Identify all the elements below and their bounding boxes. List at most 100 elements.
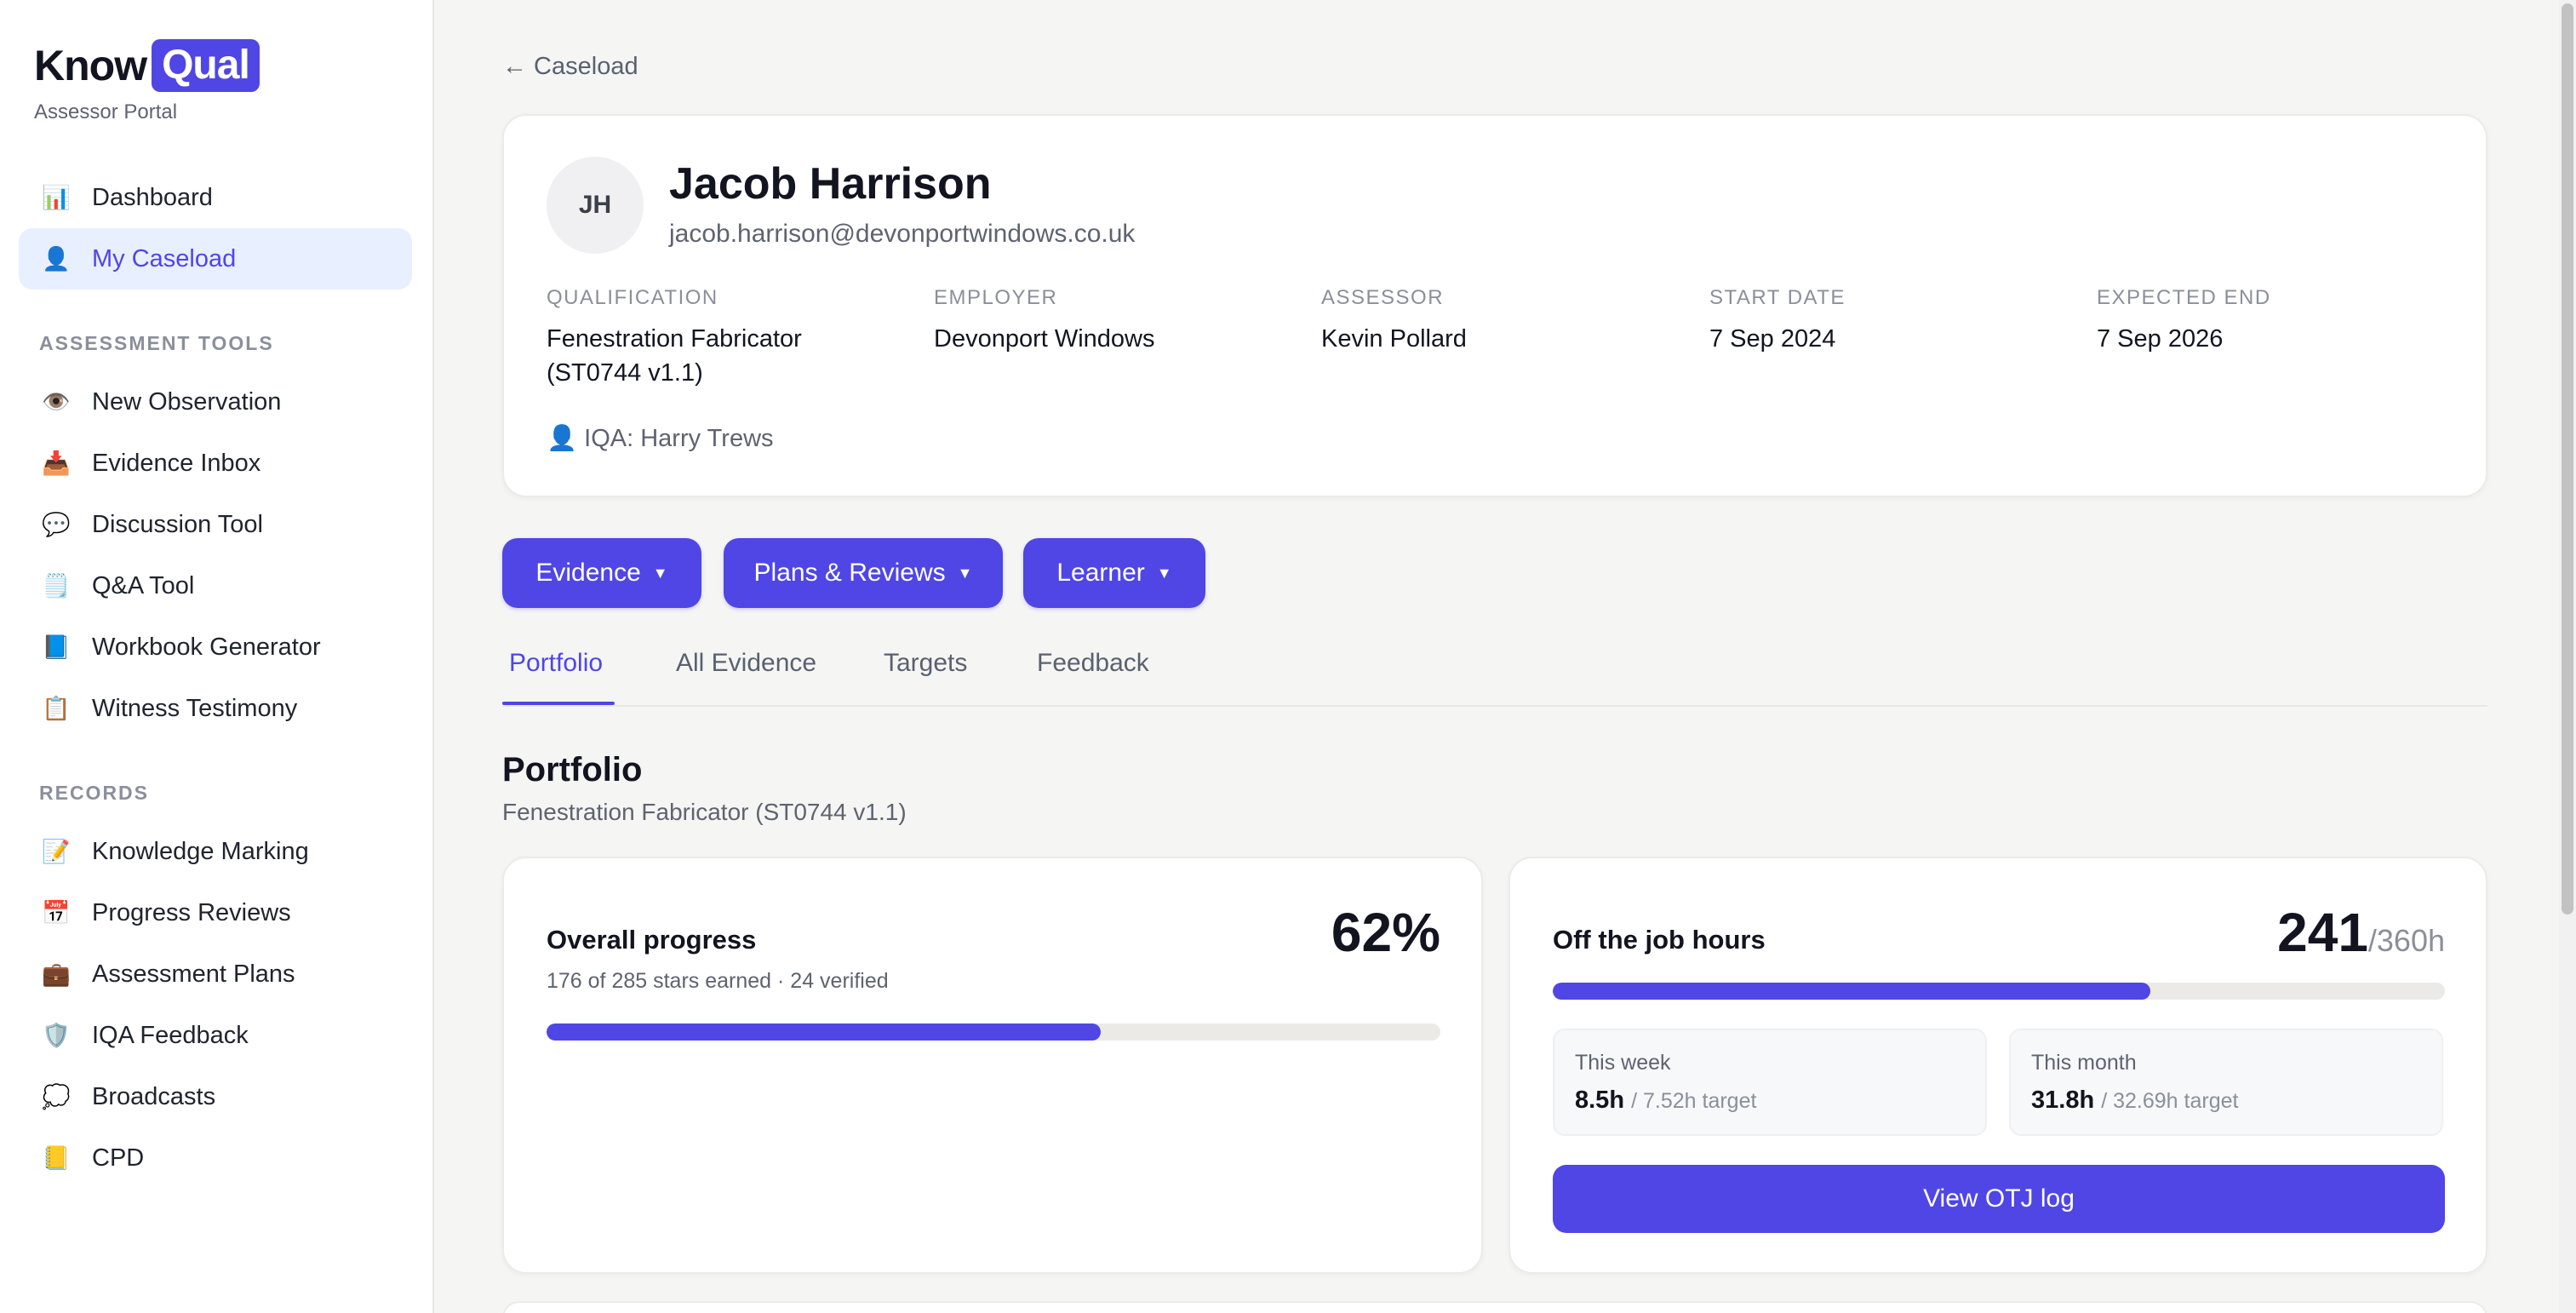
sidebar-item-dashboard[interactable]: 📊 Dashboard [19,167,412,228]
sidebar-item-label: Q&A Tool [92,571,195,599]
sidebar-item-label: IQA Feedback [92,1021,249,1049]
caret-down-icon: ▼ [1156,564,1172,582]
sidebar-item-label: Assessment Plans [92,960,295,988]
briefcase-icon: 💼 [42,961,71,987]
meta-expected-end: EXPECTED END 7 Sep 2026 [2097,286,2437,356]
learner-name: Jacob Harrison [669,159,992,209]
meta-qualification: QUALIFICATION Fenestration Fabricator (S… [547,286,887,390]
sidebar-item-witness-testimony[interactable]: 📋 Witness Testimony [19,678,412,739]
learner-profile-card: JH Jacob Harrison jacob.harrison@devonpo… [502,114,2487,497]
sidebar-item-assessment-plans[interactable]: 💼 Assessment Plans [19,943,412,1005]
sidebar-item-my-caseload[interactable]: 👤 My Caseload [19,228,412,290]
meta-value: Kevin Pollard [1321,325,1467,353]
sidebar-item-evidence-inbox[interactable]: 📥 Evidence Inbox [19,433,412,494]
meta-value: Fenestration Fabricator (ST0744 v1.1) [547,325,802,387]
meta-label: QUALIFICATION [547,286,718,309]
sidebar-item-label: Broadcasts [92,1082,216,1110]
plans-reviews-dropdown-label: Plans & Reviews [753,559,946,587]
meta-label: START DATE [1709,286,1846,309]
sidebar-item-label: My Caseload [92,244,237,272]
sidebar-item-cpd[interactable]: 📒 CPD [19,1127,412,1189]
sidebar-item-knowledge-marking[interactable]: 📝 Knowledge Marking [19,821,412,882]
meta-assessor: ASSESSOR Kevin Pollard [1321,286,1662,356]
meta-start-date: START DATE 7 Sep 2024 [1709,286,2050,356]
sidebar-item-new-observation[interactable]: 👁️ New Observation [19,371,412,433]
brand-logo[interactable]: Know Qual [34,39,260,92]
stat-label: This week [1575,1051,1671,1075]
scrollbar-thumb[interactable] [2562,3,2573,915]
active-tab-indicator [502,702,615,705]
next-section-card [502,1301,2487,1313]
notebook-icon: 📒 [42,1145,71,1171]
view-otj-log-button[interactable]: View OTJ log [1553,1165,2445,1233]
sidebar-section-records: RECORDS [39,782,150,804]
stat-value: 8.5h / 7.52h target [1575,1087,1756,1115]
otj-this-week-box: This week 8.5h / 7.52h target [1553,1029,1987,1136]
sidebar-item-label: Witness Testimony [92,694,298,722]
evidence-dropdown-button[interactable]: Evidence ▼ [502,538,701,608]
tab-all-evidence[interactable]: All Evidence [676,649,817,677]
progress-bar-fill [547,1023,1101,1041]
sidebar-item-label: Workbook Generator [92,633,321,661]
brand-name-part1: Know [34,42,147,89]
tab-portfolio[interactable]: Portfolio [509,649,604,677]
meta-employer: EMPLOYER Devonport Windows [934,286,1274,356]
sidebar-item-label: Dashboard [92,183,213,211]
thought-bubble-icon: 💭 [42,1084,71,1109]
tab-feedback[interactable]: Feedback [1037,649,1149,677]
otj-title: Off the job hours [1553,925,1766,955]
bar-chart-icon: 📊 [42,185,71,210]
plans-reviews-dropdown-button[interactable]: Plans & Reviews ▼ [724,538,1003,608]
blue-book-icon: 📘 [42,634,71,660]
this-month-target: / 32.69h target [2101,1089,2239,1113]
otj-hours-value: 241 [2277,902,2368,963]
progress-summary: 176 of 285 stars earned · 24 verified [547,969,889,993]
learner-email: jacob.harrison@devonportwindows.co.uk [669,220,1136,248]
avatar: JH [547,157,644,254]
overall-progress-card: Overall progress 62% 176 of 285 stars ea… [502,857,1483,1274]
iqa-assignee: 👤 IQA: Harry Trews [547,425,774,452]
sidebar: Know Qual Assessor Portal 📊 Dashboard 👤 … [0,0,434,1313]
learner-dropdown-label: Learner [1056,559,1145,587]
stat-label: This month [2031,1051,2137,1075]
inbox-tray-icon: 📥 [42,450,71,476]
sidebar-item-qa-tool[interactable]: 🗒️ Q&A Tool [19,555,412,616]
otj-hours-card: Off the job hours 241/360h This week 8.5… [1508,857,2487,1274]
meta-value: 7 Sep 2026 [2097,325,2224,353]
this-week-target: / 7.52h target [1631,1089,1757,1113]
caret-down-icon: ▼ [652,564,668,582]
sidebar-item-label: Evidence Inbox [92,449,261,477]
otj-bar-fill [1553,983,2151,1000]
meta-label: EXPECTED END [2097,286,2271,309]
meta-value: Devonport Windows [934,325,1155,353]
this-month-hours: 31.8h [2031,1087,2095,1114]
progress-percent: 62% [1331,902,1440,963]
progress-title: Overall progress [547,925,757,955]
learner-dropdown-button[interactable]: Learner ▼ [1023,538,1205,608]
otj-hours-total: 241/360h [2277,901,2445,964]
meta-label: EMPLOYER [934,286,1058,309]
sidebar-item-label: CPD [92,1144,145,1172]
sidebar-item-iqa-feedback[interactable]: 🛡️ IQA Feedback [19,1005,412,1066]
eye-icon: 👁️ [42,389,71,415]
sidebar-item-label: Progress Reviews [92,898,291,926]
sidebar-item-label: New Observation [92,387,282,416]
page-title: Portfolio [502,751,643,788]
brand-subtitle: Assessor Portal [34,100,178,123]
stat-value: 31.8h / 32.69h target [2031,1087,2238,1115]
tab-targets[interactable]: Targets [884,649,968,677]
page-scrollbar[interactable] [2559,0,2576,1313]
user-icon: 👤 [42,246,71,272]
sidebar-item-progress-reviews[interactable]: 📅 Progress Reviews [19,882,412,943]
sidebar-item-label: Knowledge Marking [92,837,309,865]
portfolio-tabs: Portfolio All Evidence Targets Feedback [502,644,2487,707]
sidebar-item-discussion-tool[interactable]: 💬 Discussion Tool [19,494,412,555]
sidebar-item-broadcasts[interactable]: 💭 Broadcasts [19,1066,412,1127]
brand-name-part2: Qual [152,39,260,92]
notepad-icon: 🗒️ [42,573,71,599]
back-to-caseload-link[interactable]: ← Caseload [502,53,638,80]
memo-icon: 📝 [42,839,71,864]
sidebar-item-workbook-generator[interactable]: 📘 Workbook Generator [19,616,412,678]
sidebar-section-assessment-tools: ASSESSMENT TOOLS [39,332,274,354]
otj-bar-track [1553,983,2445,1000]
